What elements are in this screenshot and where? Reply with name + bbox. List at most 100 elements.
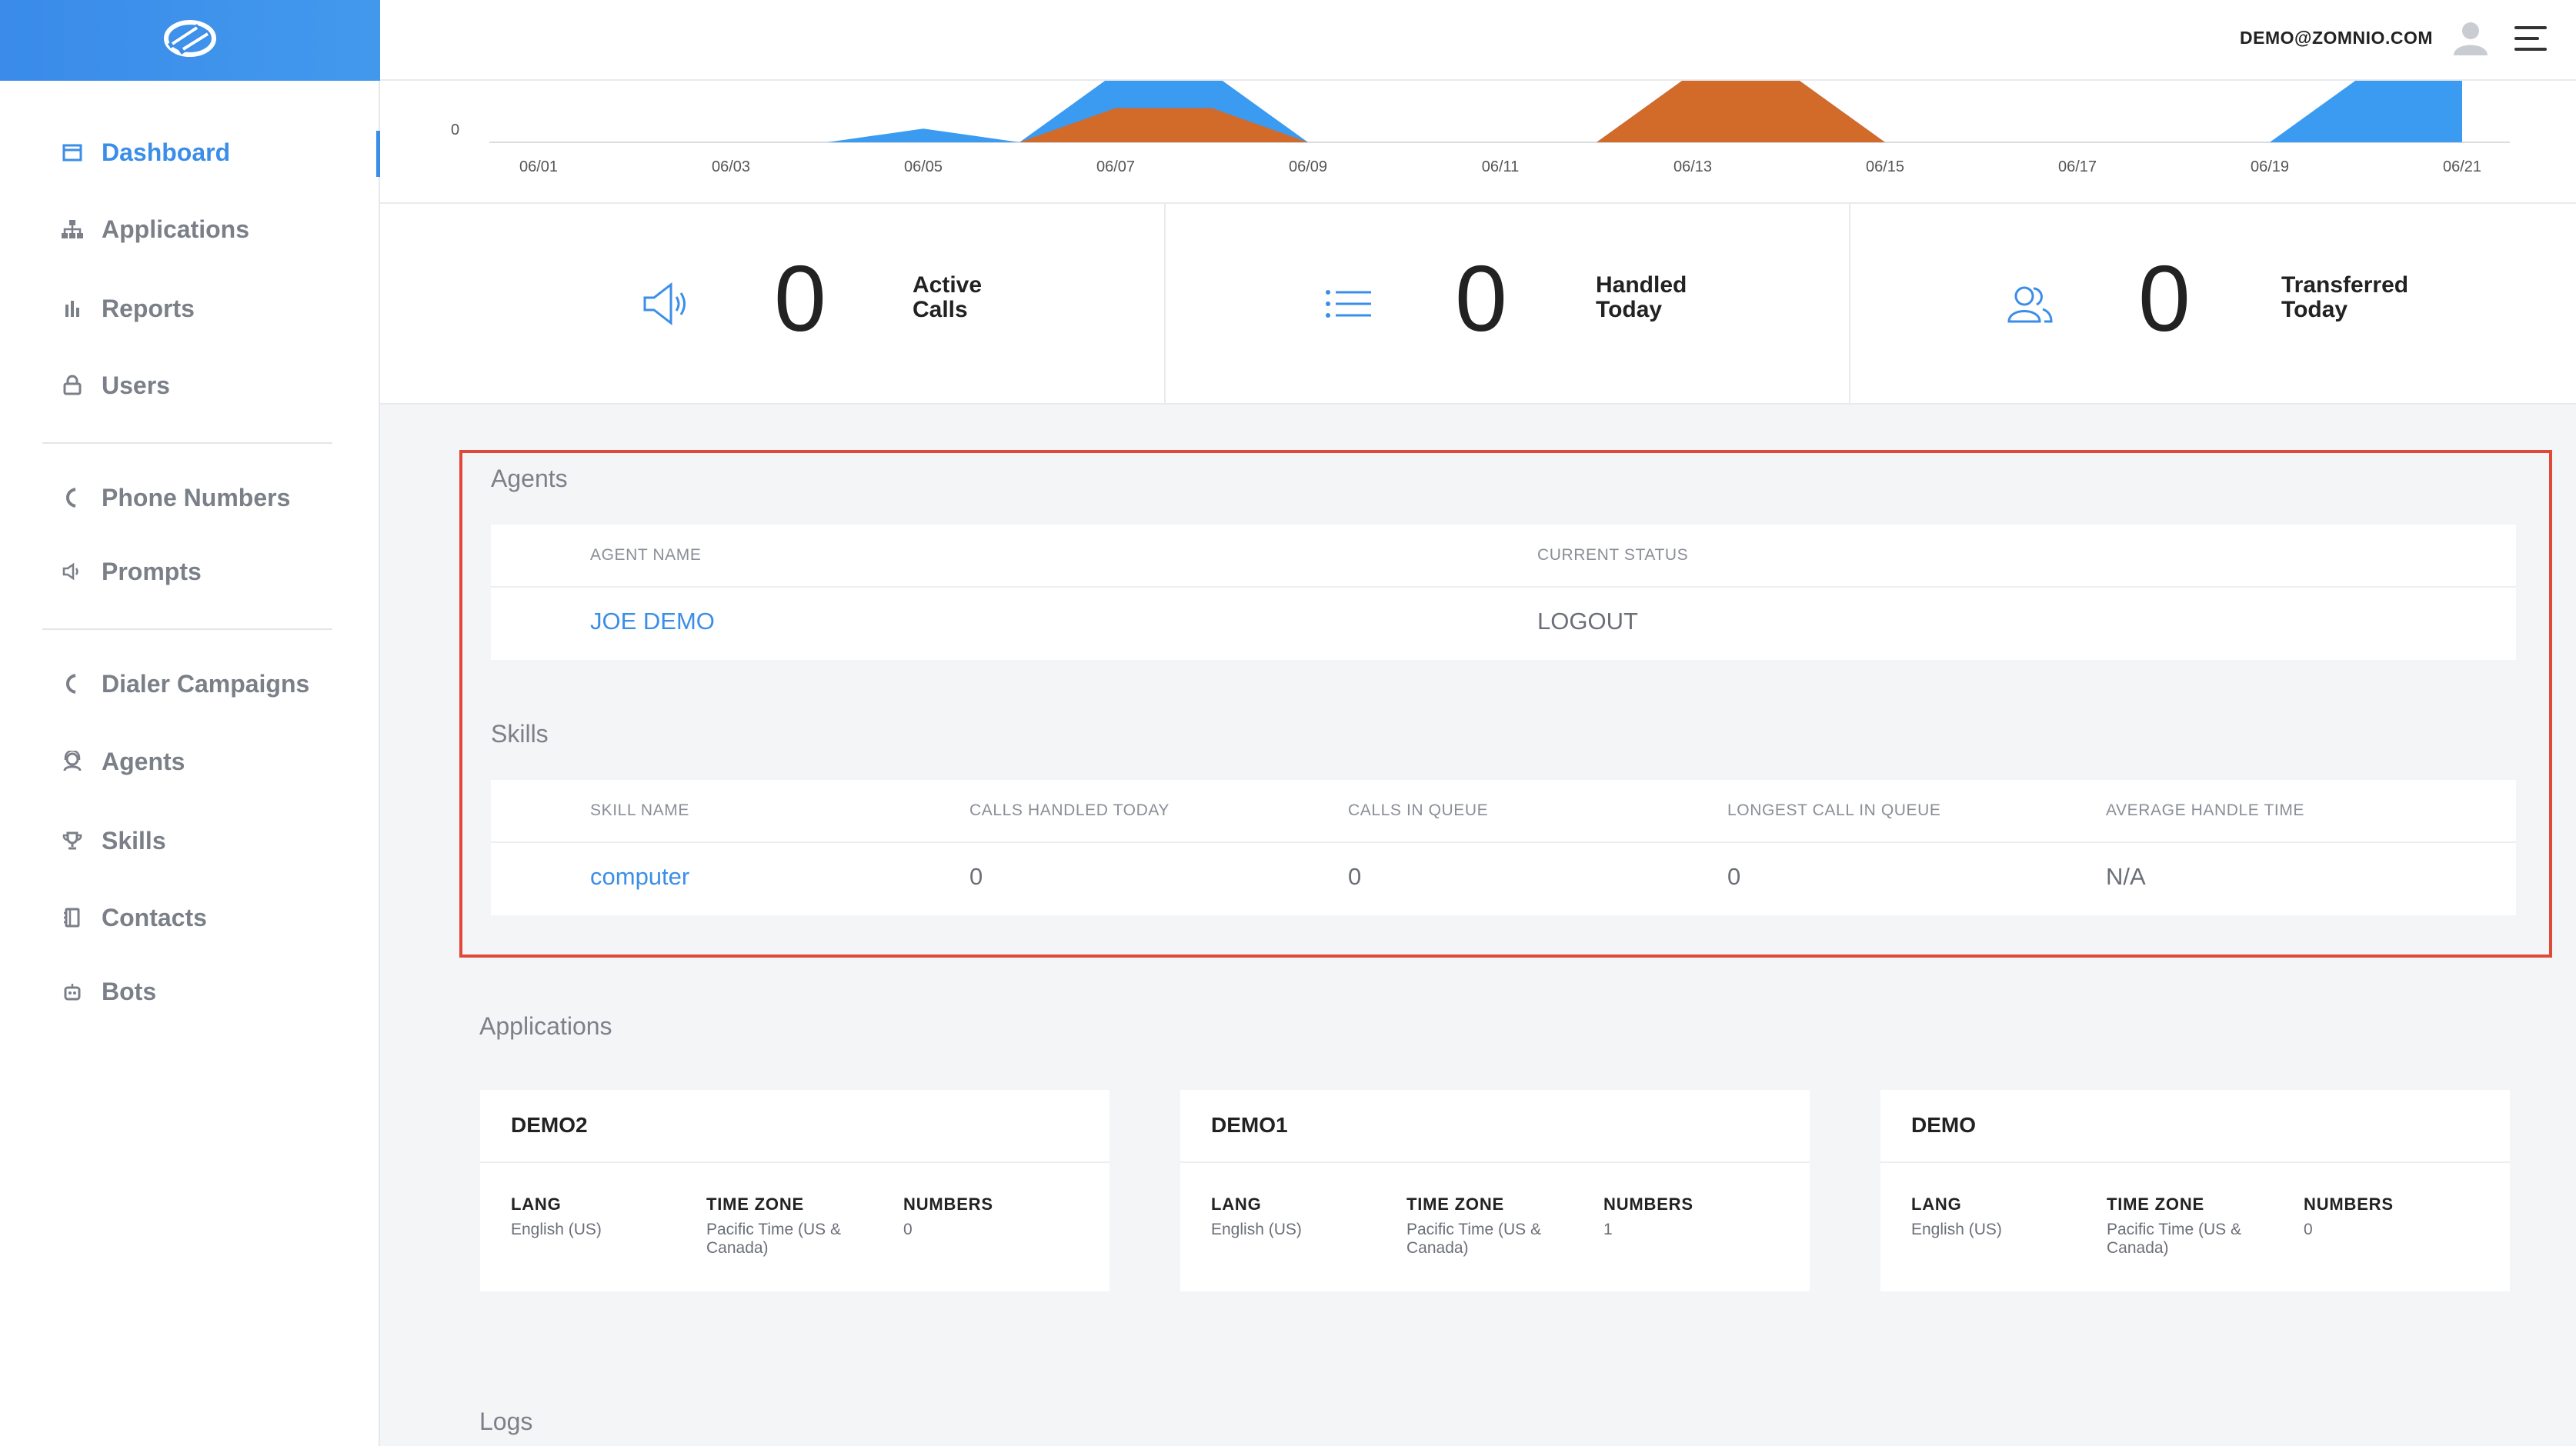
user-email[interactable]: DEMO@ZOMNIO.COM [2240, 28, 2433, 48]
calls-area-chart: 2 0 06/01 06/03 06/05 06/07 06/09 06/11 06/13 06/… [380, 68, 2576, 202]
field-label: TIME ZONE [2107, 1194, 2204, 1214]
field-label: NUMBERS [2304, 1194, 2394, 1214]
skill-name-link[interactable]: computer [590, 863, 690, 890]
sidebar-item-applications[interactable]: Applications [60, 206, 249, 252]
field-label: LANG [511, 1194, 562, 1214]
sidebar-item-label: Reports [102, 294, 195, 322]
field-label: LANG [1211, 1194, 1262, 1214]
megaphone-icon [643, 282, 686, 326]
stat-transferred-today: 0 Transferred Today [1850, 204, 2576, 403]
column-header[interactable]: SKILL NAME [590, 801, 689, 819]
x-tick-label: 06/15 [1866, 158, 1904, 175]
bar-chart-icon [60, 296, 85, 321]
field-label: TIME ZONE [706, 1194, 804, 1214]
sidebar-item-label: Agents [102, 747, 185, 775]
x-tick-label: 06/01 [519, 158, 558, 175]
sidebar-item-label: Contacts [102, 903, 207, 931]
column-header[interactable]: LONGEST CALL IN QUEUE [1727, 801, 1941, 819]
field-label: NUMBERS [903, 1194, 993, 1214]
zomnio-logo-icon [164, 20, 216, 57]
robot-icon [60, 979, 85, 1004]
chart-svg: 2 0 06/01 06/03 06/05 06/07 06/09 06/11 06/13 06/… [451, 68, 2510, 175]
skill-average-handle-time: N/A [2106, 863, 2146, 890]
nav-divider [42, 442, 332, 444]
application-name[interactable]: DEMO2 [511, 1113, 588, 1137]
sidebar-item-bots[interactable]: Bots [60, 968, 156, 1015]
sidebar-item-label: Skills [102, 826, 166, 855]
column-header[interactable]: AVERAGE HANDLE TIME [2106, 801, 2305, 819]
application-card[interactable]: DEMO2 LANG TIME ZONE NUMBERS English (US… [480, 1090, 1109, 1291]
sidebar-item-users[interactable]: Users [60, 362, 170, 408]
sidebar-item-prompts[interactable]: Prompts [60, 548, 202, 595]
hamburger-menu-icon[interactable] [2514, 25, 2547, 52]
skills-table: SKILL NAME CALLS HANDLED TODAY CALLS IN … [491, 780, 2516, 915]
stat-value: 0 [1455, 246, 1507, 351]
lock-icon [60, 373, 85, 398]
phone-icon [60, 671, 85, 696]
column-header[interactable]: CALLS HANDLED TODAY [969, 801, 1170, 819]
x-tick-label: 06/17 [2058, 158, 2097, 175]
logo-bar[interactable] [0, 0, 380, 81]
x-tick-label: 06/09 [1289, 158, 1327, 175]
application-card[interactable]: DEMO LANG TIME ZONE NUMBERS English (US)… [1880, 1090, 2510, 1291]
stat-active-calls: 0 Active Calls [380, 204, 1166, 403]
field-label: LANG [1911, 1194, 1962, 1214]
field-value: English (US) [1211, 1221, 1302, 1238]
agents-section-title: Agents [491, 465, 568, 492]
application-card[interactable]: DEMO1 LANG TIME ZONE NUMBERS English (US… [1180, 1090, 1810, 1291]
sidebar-item-contacts[interactable]: Contacts [60, 895, 207, 941]
x-tick-label: 06/19 [2251, 158, 2289, 175]
list-icon [1326, 290, 1371, 318]
sidebar-item-label: Phone Numbers [102, 483, 291, 511]
agent-name-link[interactable]: JOE DEMO [590, 608, 715, 635]
sidebar-item-agents[interactable]: Agents [60, 738, 185, 785]
series-area-1 [539, 73, 2462, 142]
agent-status: LOGOUT [1537, 608, 1638, 635]
field-value: 0 [903, 1221, 913, 1238]
stat-value: 0 [2138, 246, 2191, 351]
user-avatar-icon[interactable] [2451, 18, 2490, 57]
x-tick-label: 06/13 [1673, 158, 1712, 175]
skill-calls-handled: 0 [969, 863, 983, 890]
stat-handled-today: 0 Handled Today [1166, 204, 1850, 403]
skills-section-title: Skills [491, 720, 549, 748]
series-area-0 [539, 73, 2462, 142]
sidebar-item-label: Users [102, 371, 170, 399]
calendar-icon [60, 140, 85, 165]
stat-label: Active Calls [913, 272, 983, 323]
agents-skills-highlight [459, 450, 2552, 958]
users-icon [2007, 286, 2053, 323]
field-label: TIME ZONE [1406, 1194, 1504, 1214]
sidebar-item-reports[interactable]: Reports [60, 285, 195, 332]
speaker-icon [60, 559, 85, 584]
field-value: 0 [2304, 1221, 2313, 1238]
column-header[interactable]: AGENT NAME [590, 546, 702, 564]
address-book-icon [60, 905, 85, 930]
field-value: Pacific Time (US & Canada) [1406, 1221, 1542, 1257]
field-value: Pacific Time (US & Canada) [2107, 1221, 2242, 1257]
stat-value: 0 [774, 246, 826, 351]
y-tick-label: 0 [451, 122, 459, 138]
column-header[interactable]: CALLS IN QUEUE [1348, 801, 1489, 819]
skill-calls-in-queue: 0 [1348, 863, 1362, 890]
field-value: Pacific Time (US & Canada) [706, 1221, 842, 1257]
sidebar-item-dashboard[interactable]: Dashboard [60, 129, 230, 175]
stats-row: 0 Active Calls 0 Handled Today 0 Transferr… [380, 202, 2576, 405]
y-tick-label: 2 [451, 81, 459, 85]
field-label: NUMBERS [1603, 1194, 1693, 1214]
sidebar-item-dialer-campaigns[interactable]: Dialer Campaigns [60, 661, 309, 707]
application-name[interactable]: DEMO [1911, 1113, 1976, 1137]
application-name[interactable]: DEMO1 [1211, 1113, 1288, 1137]
column-header[interactable]: CURRENT STATUS [1537, 546, 1689, 564]
sidebar-item-label: Dashboard [102, 138, 231, 166]
sidebar-item-phone-numbers[interactable]: Phone Numbers [60, 475, 290, 521]
trophy-icon [60, 828, 85, 853]
sidebar-item-skills[interactable]: Skills [60, 818, 166, 864]
applications-section-title: Applications [479, 1012, 612, 1040]
x-tick-label: 06/05 [904, 158, 943, 175]
field-value: English (US) [511, 1221, 602, 1238]
logs-section-title: Logs [479, 1408, 533, 1435]
x-tick-label: 06/07 [1096, 158, 1135, 175]
sidebar-item-label: Prompts [102, 557, 202, 585]
sidebar-item-label: Bots [102, 977, 157, 1005]
